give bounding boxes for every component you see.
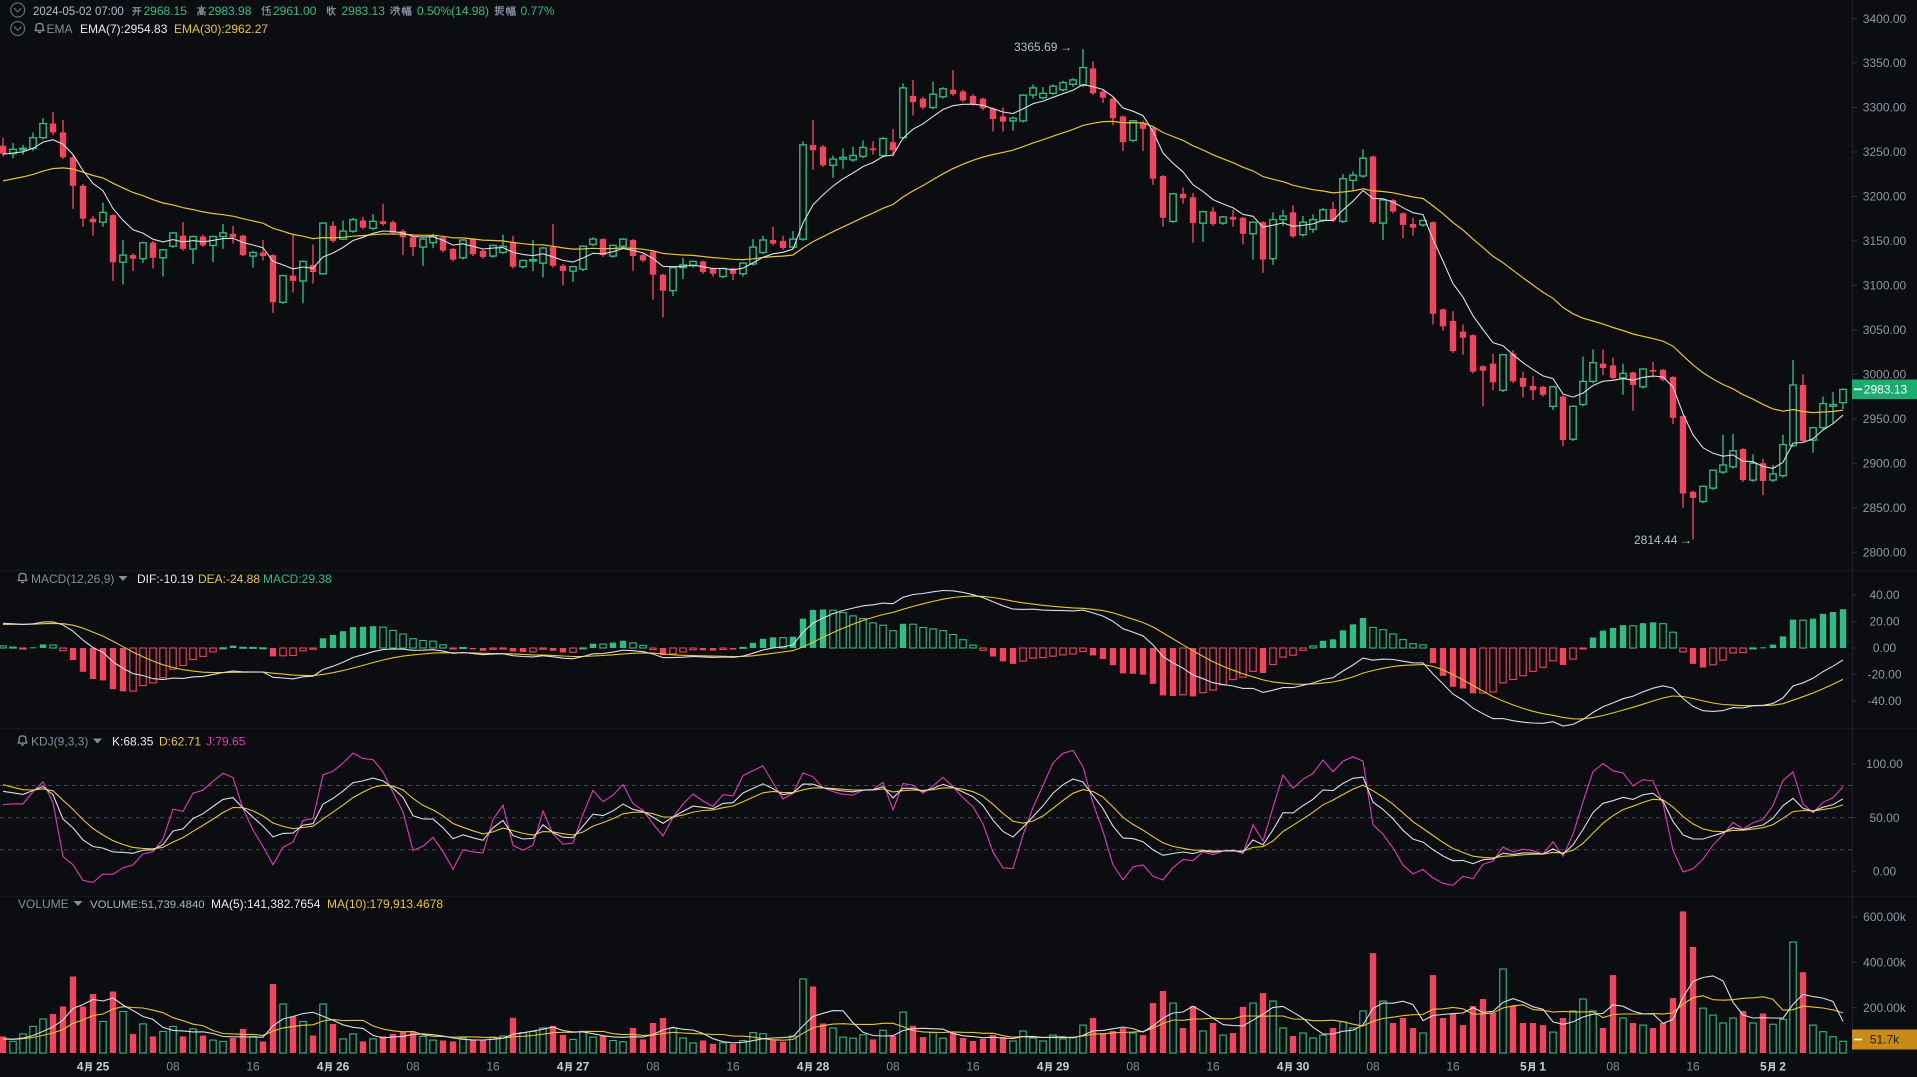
svg-text:2814.44: 2814.44 <box>1634 533 1678 547</box>
svg-text:3050.00: 3050.00 <box>1863 323 1907 337</box>
svg-text:16: 16 <box>246 1060 260 1074</box>
svg-text:3400.00: 3400.00 <box>1863 12 1907 26</box>
svg-text:2950.00: 2950.00 <box>1863 412 1907 426</box>
svg-text:200.00k: 200.00k <box>1863 1001 1907 1015</box>
svg-text:2983.13: 2983.13 <box>342 4 386 18</box>
svg-text:20.00: 20.00 <box>1869 615 1899 629</box>
svg-text:-20.00: -20.00 <box>1867 668 1901 682</box>
svg-text:MACD:29.38: MACD:29.38 <box>263 572 332 586</box>
svg-text:EMA(30):2962.27: EMA(30):2962.27 <box>174 22 268 36</box>
svg-text:MA(10):179,913.4678: MA(10):179,913.4678 <box>327 897 443 911</box>
svg-text:VOLUME:51,739.4840: VOLUME:51,739.4840 <box>90 899 205 911</box>
svg-text:2961.00: 2961.00 <box>273 4 317 18</box>
svg-text:2850.00: 2850.00 <box>1863 501 1907 515</box>
svg-text:51.7k: 51.7k <box>1870 1033 1900 1047</box>
svg-text:K:68.35: K:68.35 <box>112 735 154 749</box>
svg-text:3300.00: 3300.00 <box>1863 101 1907 115</box>
svg-text:08: 08 <box>166 1060 180 1074</box>
svg-text:J:79.65: J:79.65 <box>206 735 246 749</box>
svg-text:16: 16 <box>966 1060 980 1074</box>
svg-text:08: 08 <box>406 1060 420 1074</box>
svg-text:30: 30 <box>1296 1060 1310 1074</box>
svg-text:5: 5 <box>1760 1060 1767 1074</box>
svg-text:D:62.71: D:62.71 <box>159 735 201 749</box>
svg-text:4: 4 <box>1277 1060 1284 1074</box>
svg-text:08: 08 <box>1606 1060 1620 1074</box>
svg-text:3250.00: 3250.00 <box>1863 145 1907 159</box>
svg-text:4: 4 <box>317 1060 324 1074</box>
svg-text:0.00: 0.00 <box>1873 865 1897 879</box>
svg-text:3200.00: 3200.00 <box>1863 190 1907 204</box>
svg-text:0.77%: 0.77% <box>521 4 555 18</box>
svg-text:4: 4 <box>797 1060 804 1074</box>
svg-text:3350.00: 3350.00 <box>1863 56 1907 70</box>
svg-text:2024-05-02 07:00: 2024-05-02 07:00 <box>33 6 124 18</box>
svg-text:08: 08 <box>646 1060 660 1074</box>
svg-text:16: 16 <box>1206 1060 1220 1074</box>
svg-text:0.50%(14.98): 0.50%(14.98) <box>417 4 489 18</box>
svg-text:08: 08 <box>1126 1060 1140 1074</box>
svg-text:VOLUME: VOLUME <box>18 897 69 911</box>
svg-text:25: 25 <box>96 1060 110 1074</box>
svg-text:-40.00: -40.00 <box>1867 694 1901 708</box>
svg-text:→: → <box>1060 40 1072 54</box>
svg-text:3000.00: 3000.00 <box>1863 368 1907 382</box>
svg-text:→: → <box>1680 533 1692 547</box>
svg-text:16: 16 <box>1686 1060 1700 1074</box>
svg-text:0.00: 0.00 <box>1873 641 1897 655</box>
svg-text:3365.69: 3365.69 <box>1014 40 1058 54</box>
svg-text:16: 16 <box>486 1060 500 1074</box>
svg-text:DIF:-10.19: DIF:-10.19 <box>137 572 194 586</box>
svg-text:MACD(12,26,9): MACD(12,26,9) <box>31 572 114 586</box>
svg-text:3150.00: 3150.00 <box>1863 234 1907 248</box>
svg-text:2900.00: 2900.00 <box>1863 456 1907 470</box>
svg-text:4: 4 <box>1037 1060 1044 1074</box>
svg-text:3100.00: 3100.00 <box>1863 279 1907 293</box>
svg-text:08: 08 <box>1366 1060 1380 1074</box>
svg-text:28: 28 <box>816 1060 830 1074</box>
svg-text:2983.98: 2983.98 <box>208 4 252 18</box>
svg-text:26: 26 <box>336 1060 350 1074</box>
svg-text:MA(5):141,382.7654: MA(5):141,382.7654 <box>211 897 321 911</box>
svg-text:50.00: 50.00 <box>1869 811 1899 825</box>
svg-text:EMA(7):2954.83: EMA(7):2954.83 <box>80 22 168 36</box>
svg-text:08: 08 <box>886 1060 900 1074</box>
svg-text:5: 5 <box>1520 1060 1527 1074</box>
svg-text:400.00k: 400.00k <box>1863 955 1907 969</box>
svg-text:100.00: 100.00 <box>1866 757 1903 771</box>
svg-text:2800.00: 2800.00 <box>1863 545 1907 559</box>
svg-text:29: 29 <box>1056 1060 1070 1074</box>
svg-text:KDJ(9,3,3): KDJ(9,3,3) <box>31 735 88 749</box>
svg-text:2983.13: 2983.13 <box>1864 383 1908 397</box>
svg-text:DEA:-24.88: DEA:-24.88 <box>198 572 260 586</box>
svg-text:2968.15: 2968.15 <box>144 4 188 18</box>
svg-text:EMA: EMA <box>47 22 73 36</box>
svg-text:2: 2 <box>1779 1060 1786 1074</box>
svg-text:1: 1 <box>1539 1060 1546 1074</box>
svg-text:40.00: 40.00 <box>1869 588 1899 602</box>
svg-text:16: 16 <box>1446 1060 1460 1074</box>
svg-text:27: 27 <box>576 1060 590 1074</box>
svg-text:16: 16 <box>726 1060 740 1074</box>
svg-text:4: 4 <box>557 1060 564 1074</box>
svg-text:4: 4 <box>77 1060 84 1074</box>
svg-text:600.00k: 600.00k <box>1863 910 1907 924</box>
